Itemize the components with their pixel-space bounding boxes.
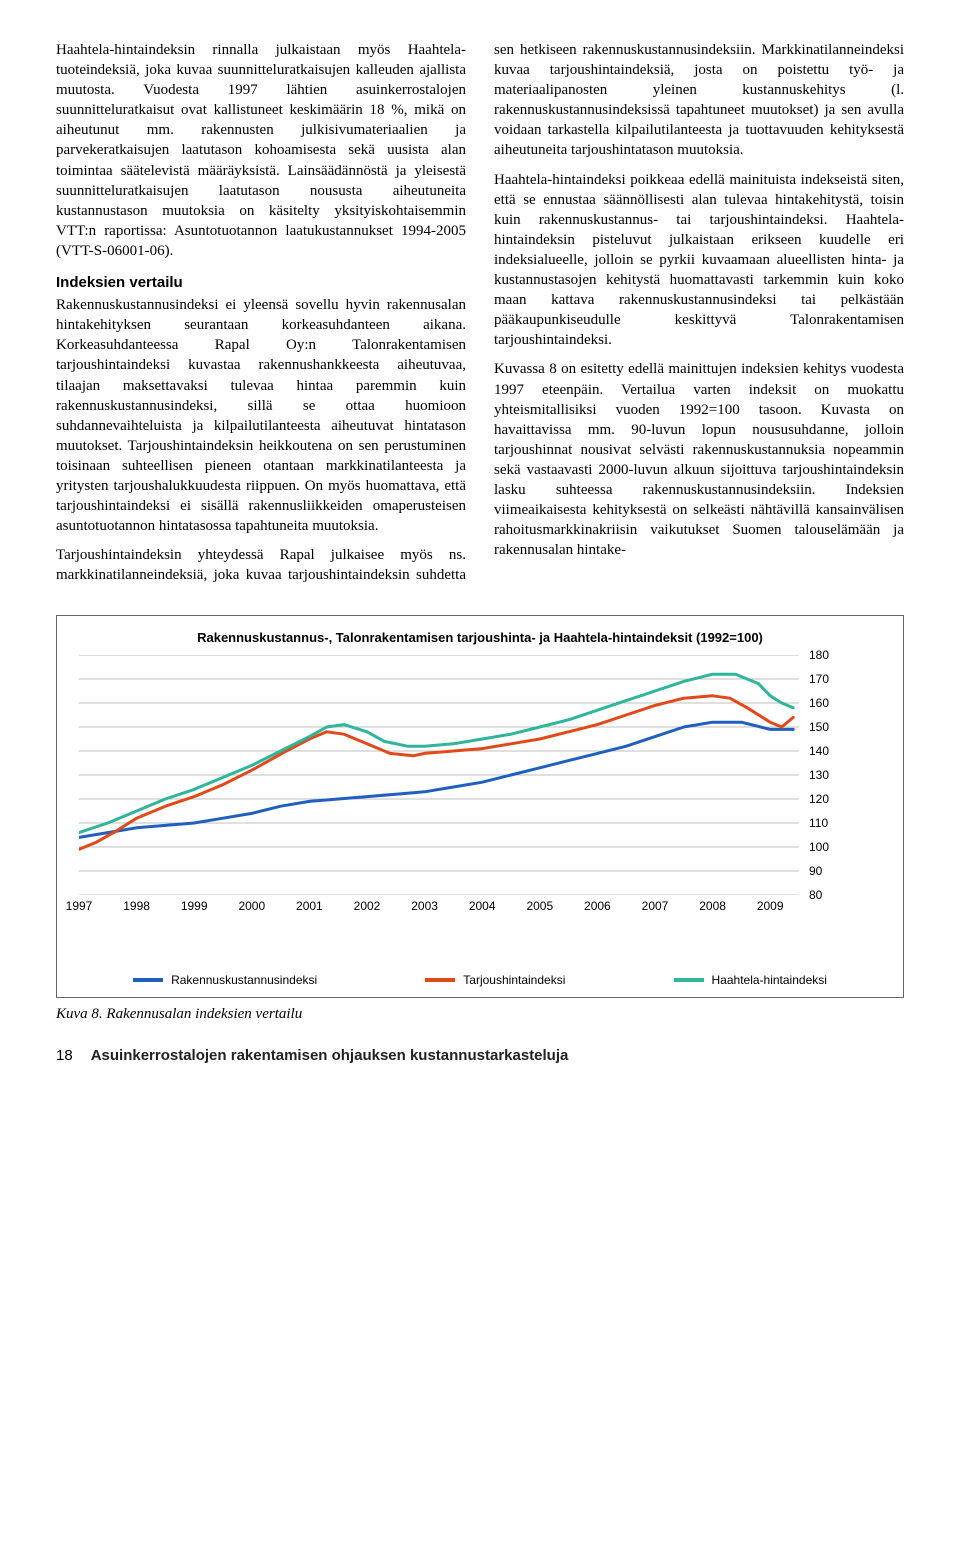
x-tick-label: 2009 bbox=[757, 899, 784, 913]
x-tick-label: 2008 bbox=[699, 899, 726, 913]
y-tick-label: 180 bbox=[809, 648, 829, 662]
paragraph: Haahtela-hintaindeksin rinnalla julkaist… bbox=[56, 40, 466, 261]
y-tick-label: 130 bbox=[809, 768, 829, 782]
index-comparison-chart: Rakennuskustannus-, Talonrakentamisen ta… bbox=[56, 615, 904, 998]
x-tick-label: 2002 bbox=[354, 899, 381, 913]
subheading: Indeksien vertailu bbox=[56, 273, 466, 293]
x-tick-label: 2003 bbox=[411, 899, 438, 913]
body-text: Haahtela-hintaindeksin rinnalla julkaist… bbox=[56, 40, 904, 585]
x-tick-label: 2006 bbox=[584, 899, 611, 913]
figure-caption: Kuva 8. Rakennusalan indeksien vertailu bbox=[56, 1006, 904, 1023]
x-tick-label: 1997 bbox=[66, 899, 93, 913]
x-tick-label: 2001 bbox=[296, 899, 323, 913]
y-tick-label: 160 bbox=[809, 696, 829, 710]
page-footer: 18 Asuinkerrostalojen rakentamisen ohjau… bbox=[56, 1047, 904, 1064]
y-tick-label: 100 bbox=[809, 840, 829, 854]
y-tick-label: 140 bbox=[809, 744, 829, 758]
legend-swatch bbox=[674, 978, 704, 982]
page-number: 18 bbox=[56, 1047, 73, 1064]
footer-title: Asuinkerrostalojen rakentamisen ohjaukse… bbox=[91, 1047, 569, 1064]
y-tick-label: 80 bbox=[809, 888, 822, 902]
y-tick-label: 110 bbox=[809, 816, 828, 830]
paragraph: Rakennuskustannusindeksi ei yleensä sove… bbox=[56, 295, 466, 536]
y-tick-label: 90 bbox=[809, 864, 822, 878]
x-tick-label: 1998 bbox=[123, 899, 150, 913]
x-tick-label: 1999 bbox=[181, 899, 208, 913]
y-tick-label: 120 bbox=[809, 792, 829, 806]
chart-title: Rakennuskustannus-, Talonrakentamisen ta… bbox=[79, 630, 881, 645]
legend-item: Rakennuskustannusindeksi bbox=[133, 973, 317, 987]
y-tick-label: 150 bbox=[809, 720, 829, 734]
x-tick-label: 2004 bbox=[469, 899, 496, 913]
legend-swatch bbox=[133, 978, 163, 982]
chart-svg bbox=[79, 655, 799, 895]
x-tick-label: 2000 bbox=[238, 899, 265, 913]
legend-label: Rakennuskustannusindeksi bbox=[171, 973, 317, 987]
legend-swatch bbox=[425, 978, 455, 982]
legend-item: Haahtela-hintaindeksi bbox=[674, 973, 827, 987]
x-tick-label: 2005 bbox=[526, 899, 553, 913]
x-tick-label: 2007 bbox=[642, 899, 669, 913]
chart-legend: Rakennuskustannusindeksi Tarjoushintainde… bbox=[79, 973, 881, 987]
legend-label: Haahtela-hintaindeksi bbox=[712, 973, 827, 987]
paragraph: Kuvassa 8 on esitetty edellä mainittujen… bbox=[494, 359, 904, 560]
legend-item: Tarjoushintaindeksi bbox=[425, 973, 565, 987]
y-tick-label: 170 bbox=[809, 672, 829, 686]
paragraph: Haahtela-hintaindeksi poikkeaa edellä ma… bbox=[494, 170, 904, 351]
legend-label: Tarjoushintaindeksi bbox=[463, 973, 565, 987]
